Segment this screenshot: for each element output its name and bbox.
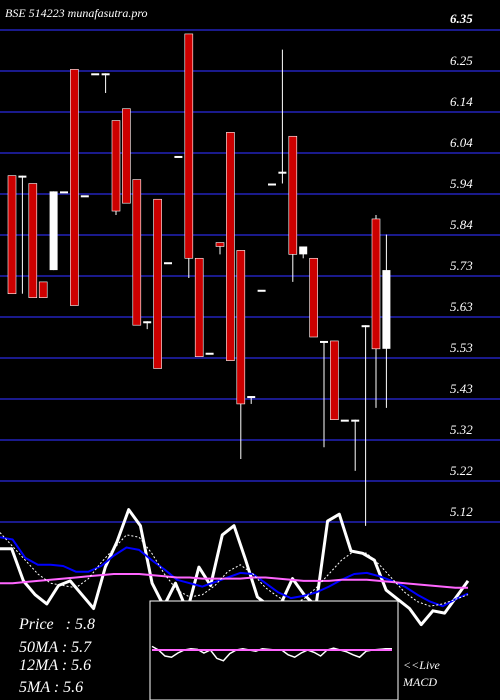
price-tick-label: 6.25 [450, 53, 473, 68]
ma5-label: 5MA : 5.6 [19, 679, 83, 696]
candle-body [164, 262, 172, 265]
candle-body [247, 396, 256, 399]
candle-body [122, 108, 131, 204]
macd-label: MACD [402, 675, 437, 689]
candle-body [320, 340, 328, 343]
price-label: Price : 5.8 [18, 616, 95, 633]
candle-body [330, 340, 339, 420]
indicator-line [0, 532, 469, 607]
price-tick-label: 5.22 [450, 463, 473, 478]
candle-body [60, 191, 68, 194]
candle-body [309, 257, 318, 338]
price-tick-label: 6.04 [450, 135, 473, 150]
price-axis: 6.35 6.25 6.14 6.04 5.94 5.84 5.73 5.63 5.53 5.43… [450, 11, 473, 519]
candle-body [226, 132, 235, 361]
candle-body [101, 73, 110, 76]
macd-live-label: <<Live [403, 658, 441, 672]
candle-body [143, 321, 152, 324]
macd-panel: <<Live MACD [149, 600, 441, 700]
candle-body [28, 183, 38, 298]
candle-body [153, 198, 162, 369]
candle-body [70, 69, 79, 306]
candle-body [184, 33, 194, 259]
candle-body [205, 352, 214, 355]
candle-body [351, 419, 360, 422]
candle-body [288, 135, 298, 255]
candle-body [111, 120, 121, 212]
indicator-panel [0, 508, 470, 627]
stats-block: Price : 5.8 50MA : 5.7 12MA : 5.6 5MA : … [18, 616, 95, 696]
ma50-label: 50MA : 5.7 [19, 639, 92, 656]
price-tick-label: 5.63 [450, 299, 473, 314]
price-tick-label: 5.53 [450, 340, 473, 355]
price-tick-label: 5.12 [450, 504, 473, 519]
candle-body [236, 250, 246, 405]
candle-body [340, 419, 349, 422]
candle-body [91, 73, 100, 76]
indicator-line [0, 573, 468, 589]
candle-body [257, 289, 266, 292]
indicator-line [0, 508, 470, 627]
macd-series [151, 645, 392, 662]
candle-body [382, 270, 391, 349]
price-tick-label: 6.35 [450, 11, 473, 26]
indicator-line [0, 536, 469, 608]
candle-body [361, 325, 370, 328]
candle-body [7, 175, 17, 295]
candlestick-series [7, 33, 391, 526]
price-tick-label: 5.84 [450, 217, 473, 232]
price-tick-label: 5.32 [450, 422, 473, 437]
price-tick-label: 5.43 [450, 381, 473, 396]
candle-body [18, 175, 27, 178]
candle-body [80, 195, 89, 198]
price-tick-label: 5.73 [450, 258, 473, 273]
candle-body [49, 191, 58, 271]
ma12-label: 12MA : 5.6 [19, 657, 91, 674]
candle-body [194, 257, 204, 357]
price-gridlines [0, 29, 500, 523]
price-tick-label: 5.94 [450, 176, 473, 191]
candle-body [215, 242, 225, 247]
candle-body [174, 155, 183, 158]
candle-body [278, 171, 287, 174]
candle-body [299, 246, 308, 255]
candle-body [371, 218, 381, 350]
candle-body [38, 281, 48, 298]
price-tick-label: 6.14 [450, 94, 473, 109]
candle-body [132, 179, 142, 326]
candle-body [268, 183, 276, 186]
symbol-label: BSE 514223 munafasutra.pro [5, 6, 148, 20]
